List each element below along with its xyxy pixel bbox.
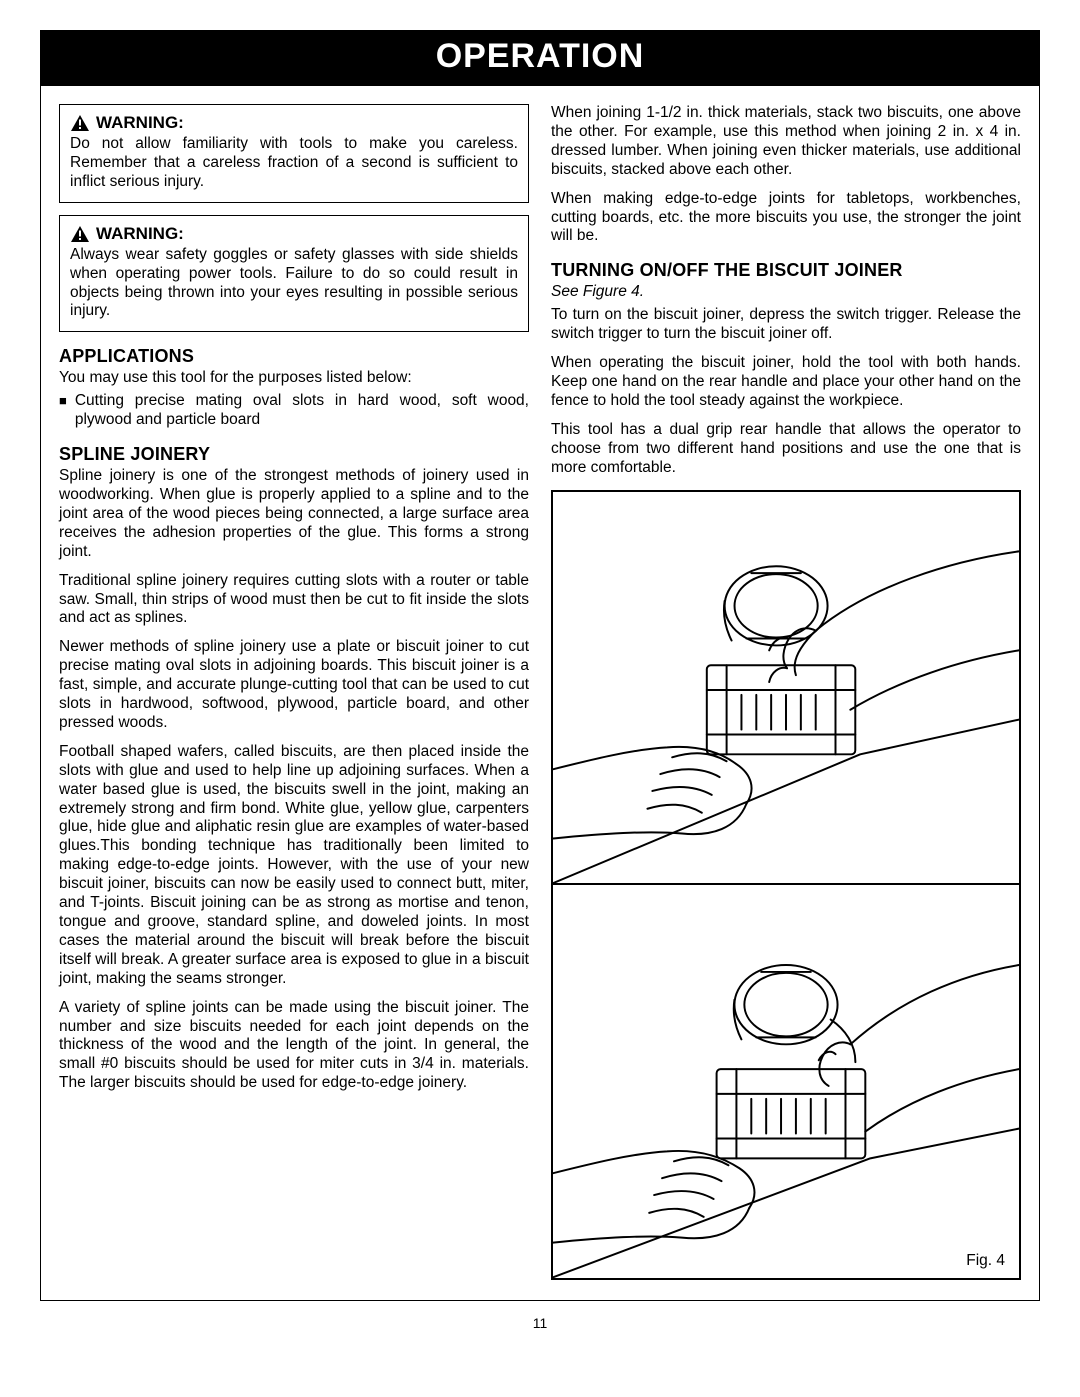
spline-p4: Football shaped wafers, called biscuits,…	[59, 743, 529, 989]
square-bullet-icon: ■	[59, 392, 67, 430]
warning-title: WARNING:	[70, 113, 518, 133]
see-figure-ref: See Figure 4.	[551, 283, 1021, 302]
right-p1: When joining 1-1/2 in. thick materials, …	[551, 104, 1021, 180]
figure-panel-bottom: Fig. 4	[553, 885, 1019, 1278]
spline-p2: Traditional spline joinery requires cutt…	[59, 572, 529, 629]
page-frame: OPERATION WARNING: Do not allow familiar…	[40, 30, 1040, 1301]
warning-box-1: WARNING: Do not allow familiarity with t…	[59, 104, 529, 203]
warning-text: Always wear safety goggles or safety gla…	[70, 246, 518, 322]
applications-lead: You may use this tool for the purposes l…	[59, 369, 529, 388]
biscuit-joiner-grip-1-illustration	[553, 492, 1019, 883]
page-number: 11	[40, 1315, 1040, 1331]
right-column: When joining 1-1/2 in. thick materials, …	[551, 104, 1021, 1280]
section-header: OPERATION	[41, 31, 1039, 86]
turning-p3: This tool has a dual grip rear handle th…	[551, 421, 1021, 478]
alert-triangle-icon	[70, 114, 90, 132]
spline-p1: Spline joinery is one of the strongest m…	[59, 467, 529, 562]
figure-panel-top	[553, 492, 1019, 885]
spline-heading: SPLINE JOINERY	[59, 444, 529, 465]
figure-caption: Fig. 4	[966, 1252, 1005, 1270]
warning-text: Do not allow familiarity with tools to m…	[70, 135, 518, 192]
warning-label: WARNING:	[96, 113, 184, 133]
spline-p3: Newer methods of spline joinery use a pl…	[59, 638, 529, 733]
turning-p2: When operating the biscuit joiner, hold …	[551, 354, 1021, 411]
applications-heading: APPLICATIONS	[59, 346, 529, 367]
content-columns: WARNING: Do not allow familiarity with t…	[41, 86, 1039, 1300]
bullet-text: Cutting precise mating oval slots in har…	[75, 392, 529, 430]
alert-triangle-icon	[70, 225, 90, 243]
spline-p5: A variety of spline joints can be made u…	[59, 999, 529, 1094]
turning-p1: To turn on the biscuit joiner, depress t…	[551, 306, 1021, 344]
turning-heading: TURNING ON/OFF THE BISCUIT JOINER	[551, 260, 1021, 281]
figure-4-box: Fig. 4	[551, 490, 1021, 1280]
warning-label: WARNING:	[96, 224, 184, 244]
biscuit-joiner-grip-2-illustration	[553, 885, 1019, 1278]
warning-title: WARNING:	[70, 224, 518, 244]
warning-box-2: WARNING: Always wear safety goggles or s…	[59, 215, 529, 333]
left-column: WARNING: Do not allow familiarity with t…	[59, 104, 529, 1280]
right-p2: When making edge-to-edge joints for tabl…	[551, 190, 1021, 247]
applications-bullet: ■ Cutting precise mating oval slots in h…	[59, 392, 529, 430]
